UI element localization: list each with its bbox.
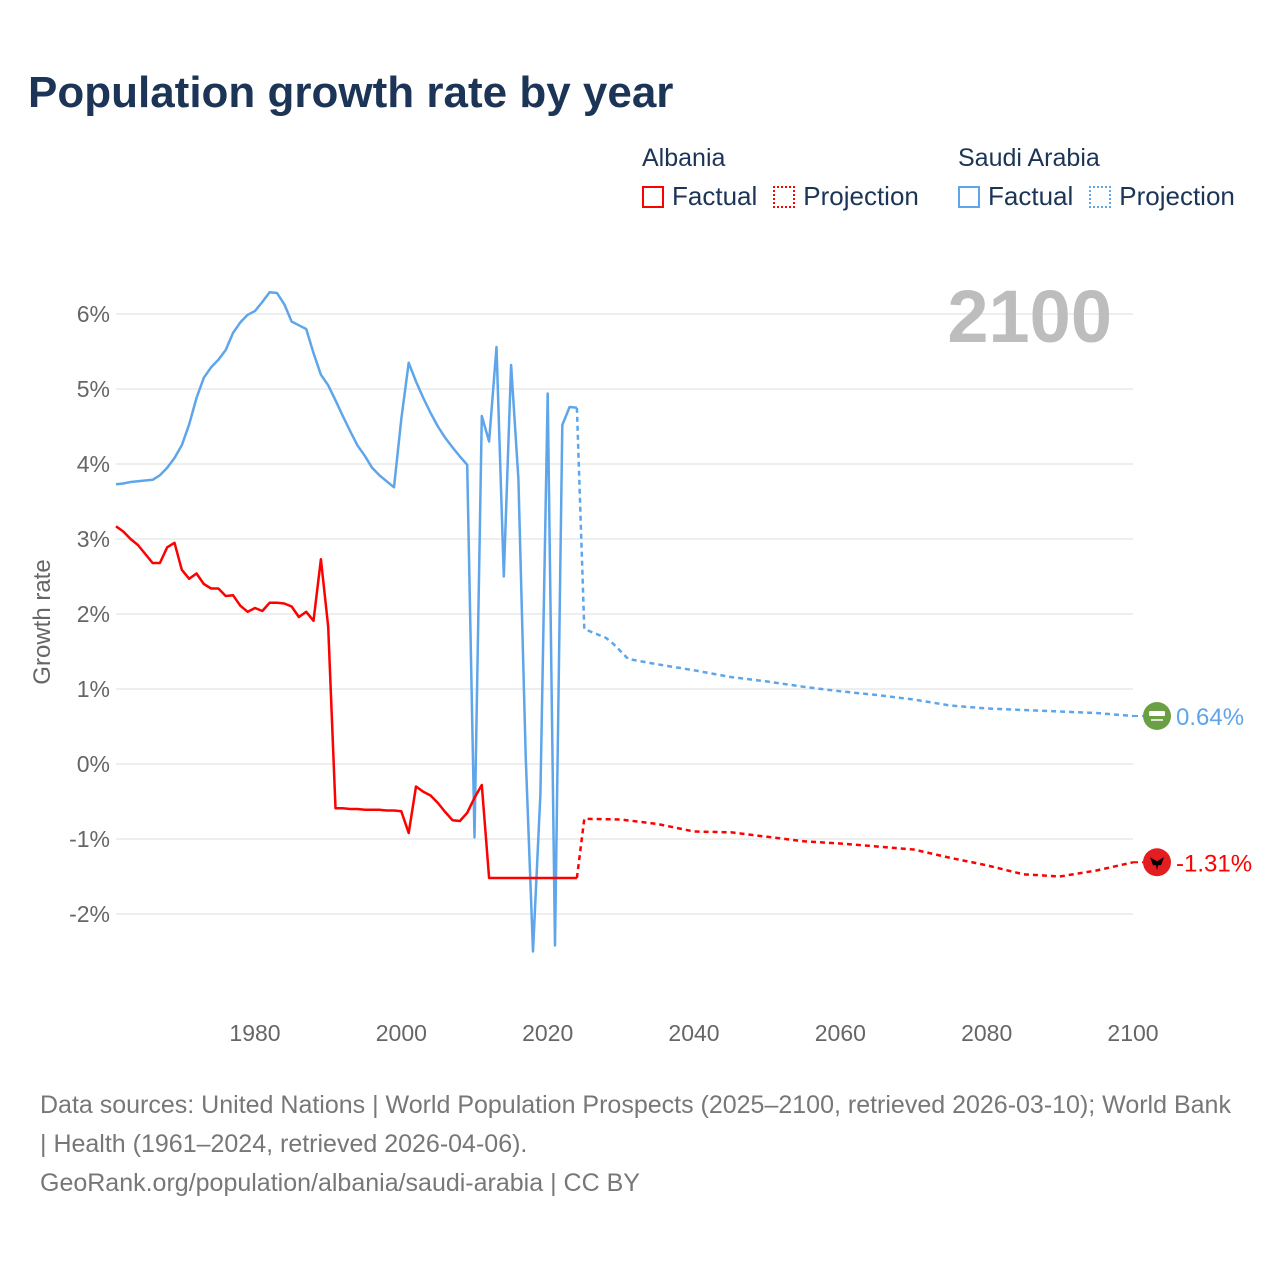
y-tick-label: 6% — [77, 301, 110, 327]
year-watermark: 2100 — [947, 275, 1112, 358]
y-tick-label: 0% — [77, 751, 110, 777]
x-tick-label: 2060 — [815, 1020, 866, 1046]
end-value-label: -1.31% — [1176, 850, 1252, 877]
saudi-arabia-projection-line — [575, 407, 1134, 718]
credit-link[interactable]: GeoRank.org/population/albania/saudi-ara… — [40, 1169, 640, 1197]
chart-title: Population growth rate by year — [28, 68, 674, 117]
x-tick-label: 2040 — [668, 1020, 719, 1046]
y-tick-label: -2% — [69, 901, 110, 927]
legend-swatch-solid — [642, 185, 664, 208]
saudi-arabia-factual-line — [115, 291, 578, 953]
legend-label: Factual — [672, 181, 758, 211]
flag-eagle — [1150, 857, 1164, 871]
y-tick-label: 2% — [77, 601, 110, 627]
legend-saudi-projection[interactable]: Projection — [1089, 181, 1235, 212]
flag-script — [1149, 711, 1165, 716]
saudi-arabia-flag-icon — [1143, 702, 1171, 730]
x-tick-label: 2080 — [961, 1020, 1012, 1046]
legend-swatch-dotted — [1089, 185, 1112, 208]
x-tick-label: 2020 — [522, 1020, 573, 1046]
y-axis-label: Growth rate — [29, 559, 56, 684]
x-tick-label: 1980 — [229, 1020, 280, 1046]
legend-country-label: Albania — [642, 144, 726, 172]
legend-label: Factual — [988, 181, 1074, 211]
footer: Data sources: United Nations | World Pop… — [40, 1086, 1240, 1203]
y-tick-label: 4% — [77, 451, 110, 477]
legend-country-label: Saudi Arabia — [958, 144, 1100, 172]
legend-label: Projection — [1119, 181, 1235, 211]
legend-albania: Albania Factual Projection — [642, 144, 935, 212]
albania-flag-icon — [1143, 848, 1171, 877]
legend-albania-factual[interactable]: Factual — [642, 181, 757, 212]
legend-label: Projection — [803, 181, 919, 211]
x-tick-label: 2100 — [1107, 1020, 1158, 1046]
data-sources: Data sources: United Nations | World Pop… — [40, 1091, 1231, 1158]
y-tick-label: 1% — [77, 676, 110, 702]
legend-saudi-factual[interactable]: Factual — [958, 181, 1073, 212]
x-tick-label: 2000 — [376, 1020, 427, 1046]
y-tick-label: 5% — [77, 376, 110, 402]
y-tick-label: -1% — [69, 826, 110, 852]
legend-albania-projection[interactable]: Projection — [773, 181, 919, 212]
legend-saudi-arabia: Saudi Arabia Factual Projection — [958, 144, 1251, 212]
albania-projection-line — [575, 817, 1134, 879]
end-value-label: 0.64% — [1176, 704, 1244, 731]
y-tick-label: 3% — [77, 526, 110, 552]
albania-factual-line — [115, 525, 577, 880]
legend-swatch-dotted — [773, 185, 796, 208]
legend-swatch-solid — [958, 185, 980, 208]
